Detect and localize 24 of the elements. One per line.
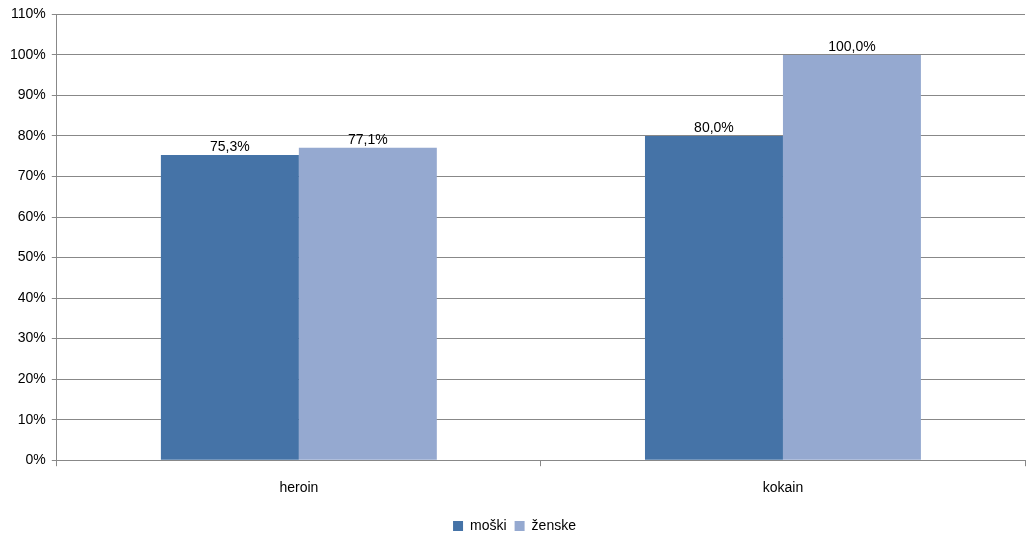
y-tick-label: 60% (17, 207, 46, 224)
y-tick-label: 30% (17, 329, 46, 346)
legend-label: moški (470, 516, 507, 533)
y-tick-label: 80% (17, 126, 46, 143)
y-tick-label: 100% (9, 45, 46, 62)
data-label: 100,0% (828, 37, 876, 54)
y-tick-label: 40% (17, 288, 46, 305)
data-label: 77,1% (347, 130, 388, 147)
y-tick-label: 110% (11, 5, 46, 22)
bar (782, 54, 921, 460)
bar (298, 147, 437, 460)
bar (160, 155, 299, 460)
y-tick-label: 50% (17, 248, 46, 265)
legend-label: ženske (531, 516, 577, 533)
y-tick-label: 70% (17, 167, 46, 184)
data-label: 80,0% (694, 118, 734, 135)
data-label: 75,3% (210, 137, 250, 154)
bar (644, 135, 783, 460)
y-tick-label: 10% (17, 410, 46, 427)
y-tick-label: 20% (17, 370, 46, 386)
y-tick-label: 0% (25, 451, 46, 468)
y-tick-label: 90% (17, 86, 46, 103)
x-tick-label: kokain (762, 479, 804, 496)
x-tick-label: heroin (279, 479, 319, 496)
